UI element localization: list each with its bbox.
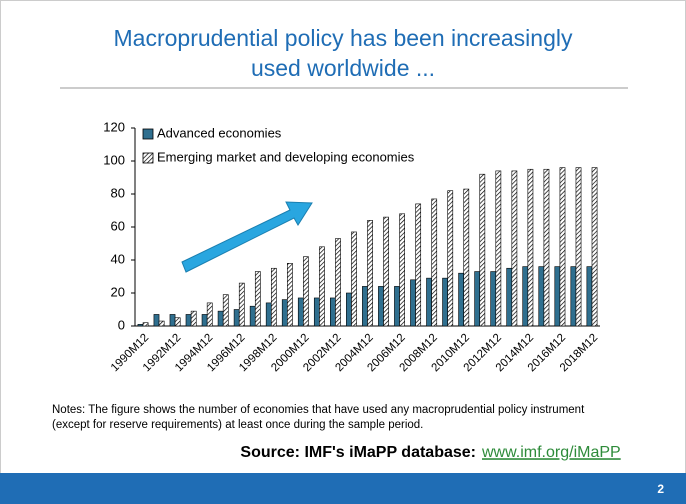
- y-tick-label: 0: [118, 317, 125, 332]
- y-tick-label: 100: [103, 152, 125, 167]
- bar: [362, 286, 368, 327]
- bar: [206, 302, 213, 327]
- bar: [303, 256, 309, 327]
- bar: [586, 266, 593, 327]
- bar: [463, 188, 470, 327]
- legend-swatch: [142, 152, 154, 164]
- bar: [575, 167, 582, 327]
- bar: [329, 297, 336, 327]
- bar: [313, 297, 320, 327]
- bar: [378, 286, 384, 327]
- bar: [190, 310, 197, 327]
- y-tick-label: 20: [111, 284, 125, 299]
- bar: [238, 282, 245, 327]
- bar: [591, 167, 598, 327]
- bar: [254, 271, 261, 327]
- bar: [383, 216, 389, 327]
- bar: [142, 322, 149, 327]
- legend-swatch: [142, 128, 154, 140]
- title-line: used worldwide ...: [251, 55, 435, 81]
- bar: [174, 317, 181, 327]
- bar: [506, 267, 513, 327]
- notes-line: (except for reserve requirements) at lea…: [52, 419, 423, 431]
- bar: [169, 314, 176, 327]
- bar: [554, 266, 561, 327]
- bar: [158, 320, 165, 327]
- bar: [137, 324, 144, 327]
- y-tick-label: 60: [111, 218, 125, 233]
- page-number: 2: [657, 482, 664, 496]
- bar: [319, 246, 325, 327]
- bar: [431, 198, 438, 327]
- bar: [201, 314, 208, 327]
- bar: [265, 302, 272, 327]
- bar: [399, 213, 406, 327]
- bar: [185, 314, 192, 327]
- bar: [442, 277, 448, 327]
- bar: [543, 168, 550, 327]
- bar: [447, 190, 454, 327]
- bar: [570, 266, 577, 327]
- y-tick-label: 80: [111, 185, 125, 200]
- legend-label: Advanced economies: [157, 125, 282, 140]
- bar: [495, 170, 502, 327]
- bar: [474, 271, 481, 327]
- bar: [270, 267, 277, 327]
- bar: [415, 203, 422, 327]
- bar: [335, 238, 341, 327]
- bar: [490, 271, 497, 327]
- y-tick-label: 40: [111, 251, 125, 266]
- bar: [297, 297, 304, 327]
- bar: [394, 286, 400, 327]
- bar: [559, 167, 566, 327]
- bar: [538, 266, 545, 327]
- bar: [222, 294, 229, 327]
- bar: [153, 314, 160, 327]
- bar: [426, 277, 432, 327]
- legend-label: Emerging market and developing economies: [157, 149, 415, 164]
- notes-line: Notes: The figure shows the number of ec…: [52, 404, 585, 416]
- footer-bar: [0, 473, 686, 504]
- y-tick-label: 120: [103, 119, 125, 134]
- bar: [522, 266, 529, 327]
- source-link[interactable]: www.imf.org/iMaPP: [481, 444, 621, 461]
- trend-arrow: [181, 201, 313, 273]
- bar: [410, 279, 416, 327]
- bar: [249, 305, 256, 327]
- bar: [233, 309, 240, 327]
- bar: [367, 220, 373, 327]
- bar: [511, 170, 518, 327]
- bar: [287, 262, 293, 327]
- bar: [217, 310, 224, 327]
- bar: [346, 292, 352, 327]
- bar: [351, 231, 357, 327]
- bar: [527, 168, 534, 327]
- bar: [479, 173, 486, 327]
- title-line: Macroprudential policy has been increasi…: [114, 25, 573, 51]
- bar: [458, 272, 465, 327]
- source-label: Source: IMF's iMaPP database:: [240, 444, 476, 461]
- bar: [281, 299, 288, 327]
